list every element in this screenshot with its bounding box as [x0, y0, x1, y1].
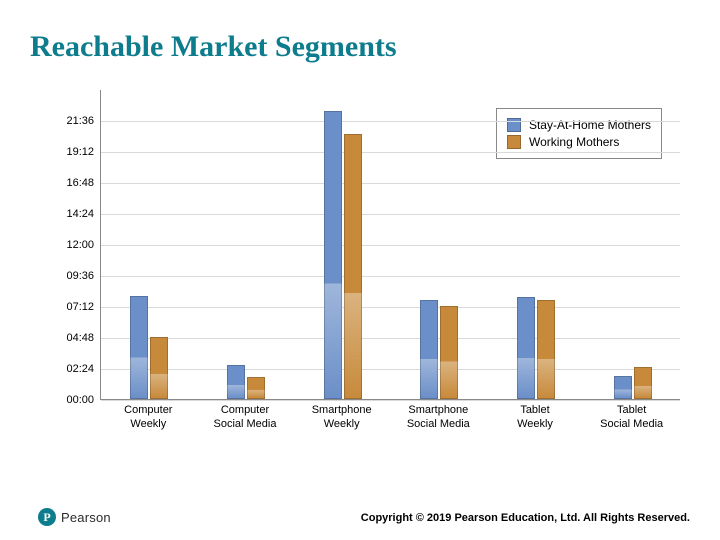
bar: [440, 306, 458, 399]
grid-line: [101, 338, 680, 339]
y-tick-label: 21:36: [66, 115, 94, 127]
y-tick-label: 04:48: [66, 332, 94, 344]
pearson-badge-icon: P: [38, 508, 56, 526]
y-tick-label: 14:24: [66, 208, 94, 220]
x-tick-label: SmartphoneSocial Media: [385, 404, 492, 432]
y-tick-label: 19:12: [66, 146, 94, 158]
grid-line: [101, 183, 680, 184]
page-title: Reachable Market Segments: [30, 30, 397, 64]
x-tick-label: TabletSocial Media: [578, 404, 685, 432]
grid-line: [101, 307, 680, 308]
y-tick-label: 09:36: [66, 270, 94, 282]
legend-item: Working Mothers: [507, 135, 651, 149]
y-tick-label: 02:24: [66, 363, 94, 375]
chart: 00:00 02:24 04:48 07:12 09:36 12:00 14:24 16:48…: [40, 90, 680, 470]
x-tick-label: ComputerSocial Media: [192, 404, 299, 432]
grid-line: [101, 276, 680, 277]
x-tick-label: SmartphoneWeekly: [288, 404, 395, 432]
y-tick-label: 16:48: [66, 177, 94, 189]
grid-line: [101, 400, 680, 401]
y-axis: 00:0002:2404:4807:1209:3612:0014:2416:48…: [40, 90, 100, 400]
bar: [344, 134, 362, 399]
bar: [614, 376, 632, 399]
bar: [227, 365, 245, 399]
y-tick-label: 12:00: [66, 239, 94, 251]
legend-swatch-icon: [507, 135, 521, 149]
bar: [324, 111, 342, 399]
y-tick-label: 00:00: [66, 394, 94, 406]
slide: Reachable Market Segments 00:00 02:24 04:4…: [0, 0, 720, 540]
bar: [247, 377, 265, 399]
x-axis-labels: ComputerWeeklyComputerSocial MediaSmartp…: [100, 404, 680, 454]
grid-line: [101, 214, 680, 215]
plot-area: Stay-At-Home MothersWorking Mothers: [100, 90, 680, 400]
copyright: Copyright © 2019 Pearson Education, Ltd.…: [361, 512, 690, 524]
y-tick-label: 07:12: [66, 301, 94, 313]
bar: [537, 300, 555, 399]
pearson-logo: P Pearson: [38, 508, 111, 526]
grid-line: [101, 152, 680, 153]
grid-line: [101, 369, 680, 370]
grid-line: [101, 121, 680, 122]
bar: [150, 337, 168, 399]
bar: [517, 297, 535, 399]
grid-line: [101, 245, 680, 246]
bar: [420, 300, 438, 399]
bar: [634, 367, 652, 399]
bar: [130, 296, 148, 399]
x-tick-label: TabletWeekly: [482, 404, 589, 432]
legend-label: Working Mothers: [529, 135, 619, 149]
pearson-brand: Pearson: [61, 510, 111, 525]
x-tick-label: ComputerWeekly: [95, 404, 202, 432]
